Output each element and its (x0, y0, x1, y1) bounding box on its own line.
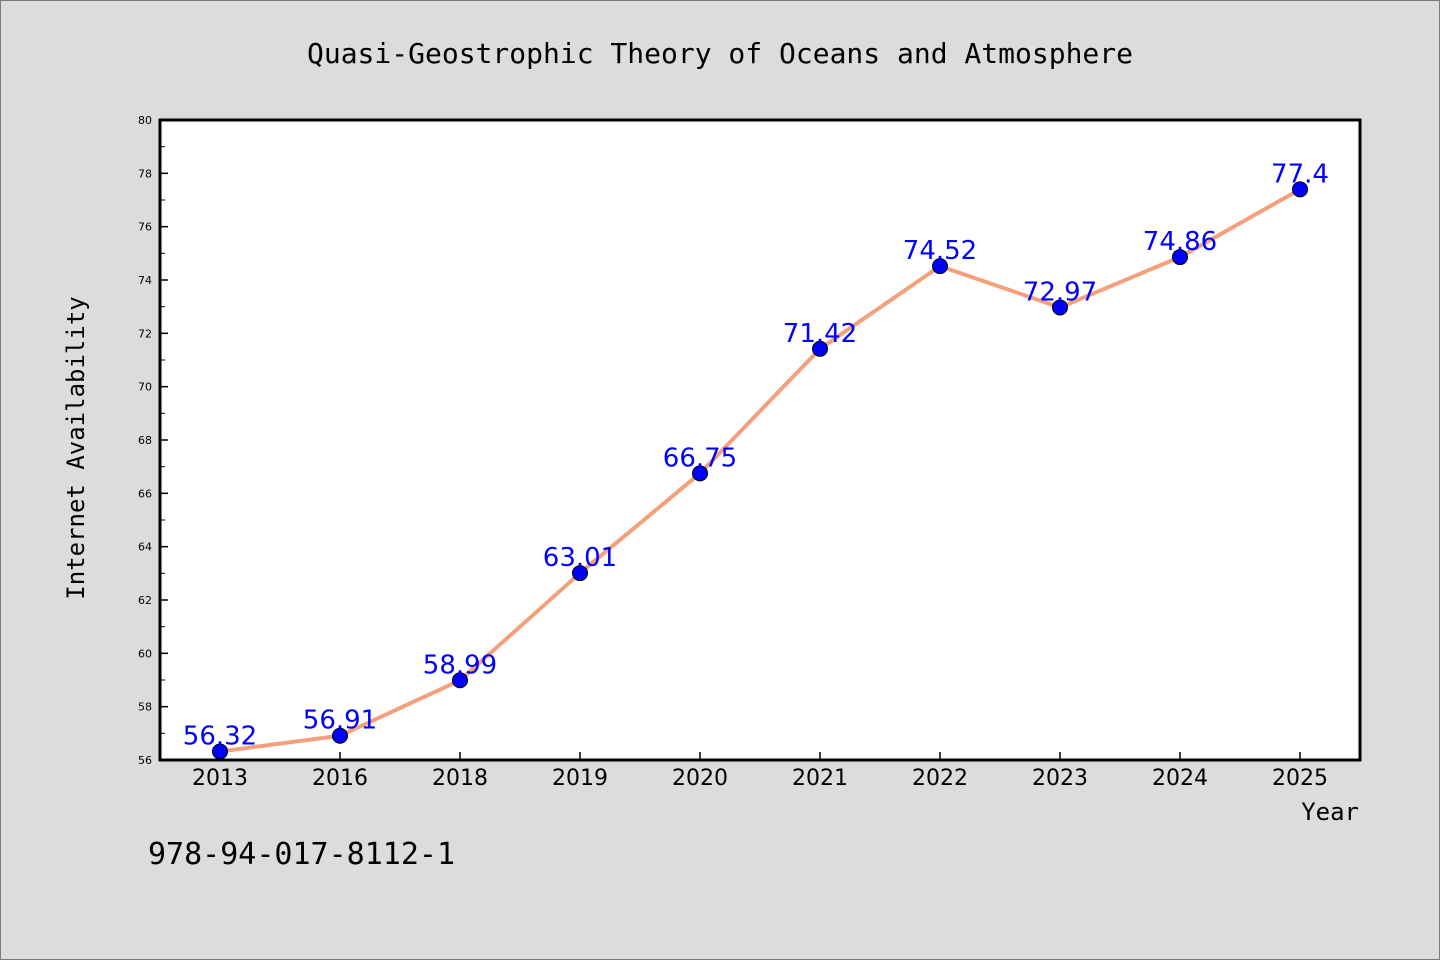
data-point (332, 727, 348, 744)
data-point (1292, 181, 1308, 198)
x-tick-label: 2018 (432, 766, 488, 791)
y-axis-label: Internet Availability (62, 296, 90, 599)
y-tick-label: 64 (138, 541, 152, 554)
data-label: 56.32 (183, 721, 257, 751)
isbn-annotation: 978-94-017-8112-1 (148, 837, 455, 872)
data-label: 72.97 (1023, 277, 1097, 307)
y-tick-label: 60 (138, 647, 152, 660)
y-axis: 56 58 60 62 64 66 68 70 72 74 76 78 80 (138, 114, 168, 767)
x-axis: 2013 2016 2018 2019 2020 2021 2022 2023 2024 2025 (192, 752, 1328, 791)
data-point (572, 565, 588, 582)
y-tick-label: 80 (138, 114, 152, 127)
y-tick-label: 62 (138, 594, 152, 607)
data-label: 63.01 (543, 543, 617, 573)
x-tick-label: 2021 (792, 766, 848, 791)
x-tick-label: 2016 (312, 766, 368, 791)
y-tick-label: 78 (138, 167, 152, 180)
y-tick-label: 56 (138, 754, 152, 767)
data-point (212, 743, 228, 760)
data-label: 74.86 (1143, 227, 1217, 257)
series-group (212, 181, 1308, 760)
y-tick-label: 74 (138, 274, 152, 287)
data-point (812, 340, 828, 357)
x-axis-label: Year (1301, 798, 1359, 826)
y-tick-label: 68 (138, 434, 152, 447)
data-label: 71.42 (783, 319, 857, 349)
chart-title: Quasi-Geostrophic Theory of Oceans and A… (307, 37, 1133, 70)
data-point (1052, 299, 1068, 316)
data-point (692, 465, 708, 482)
data-label: 77.4 (1271, 159, 1329, 189)
x-tick-label: 2020 (672, 766, 728, 791)
data-label: 56.91 (303, 706, 377, 736)
y-tick-label: 76 (138, 221, 152, 234)
x-tick-label: 2023 (1032, 766, 1088, 791)
y-tick-label: 66 (138, 487, 152, 500)
x-tick-label: 2024 (1152, 766, 1208, 791)
y-tick-label: 70 (138, 381, 152, 394)
x-tick-label: 2019 (552, 766, 608, 791)
x-tick-label: 2022 (912, 766, 968, 791)
data-labels: 56.32 56.91 58.99 63.01 66.75 71.42 74.52 72.97… (183, 159, 1329, 751)
x-tick-label: 2013 (192, 766, 248, 791)
plot-area (158, 118, 1362, 762)
data-label: 58.99 (423, 650, 497, 680)
series-line (218, 187, 1302, 754)
data-point (1172, 249, 1188, 266)
data-label: 74.52 (903, 236, 977, 266)
data-label: 66.75 (663, 443, 737, 473)
data-point (452, 672, 468, 689)
data-point (932, 258, 948, 275)
y-tick-label: 72 (138, 327, 152, 340)
x-tick-label: 2025 (1272, 766, 1328, 791)
y-tick-label: 58 (138, 701, 152, 714)
